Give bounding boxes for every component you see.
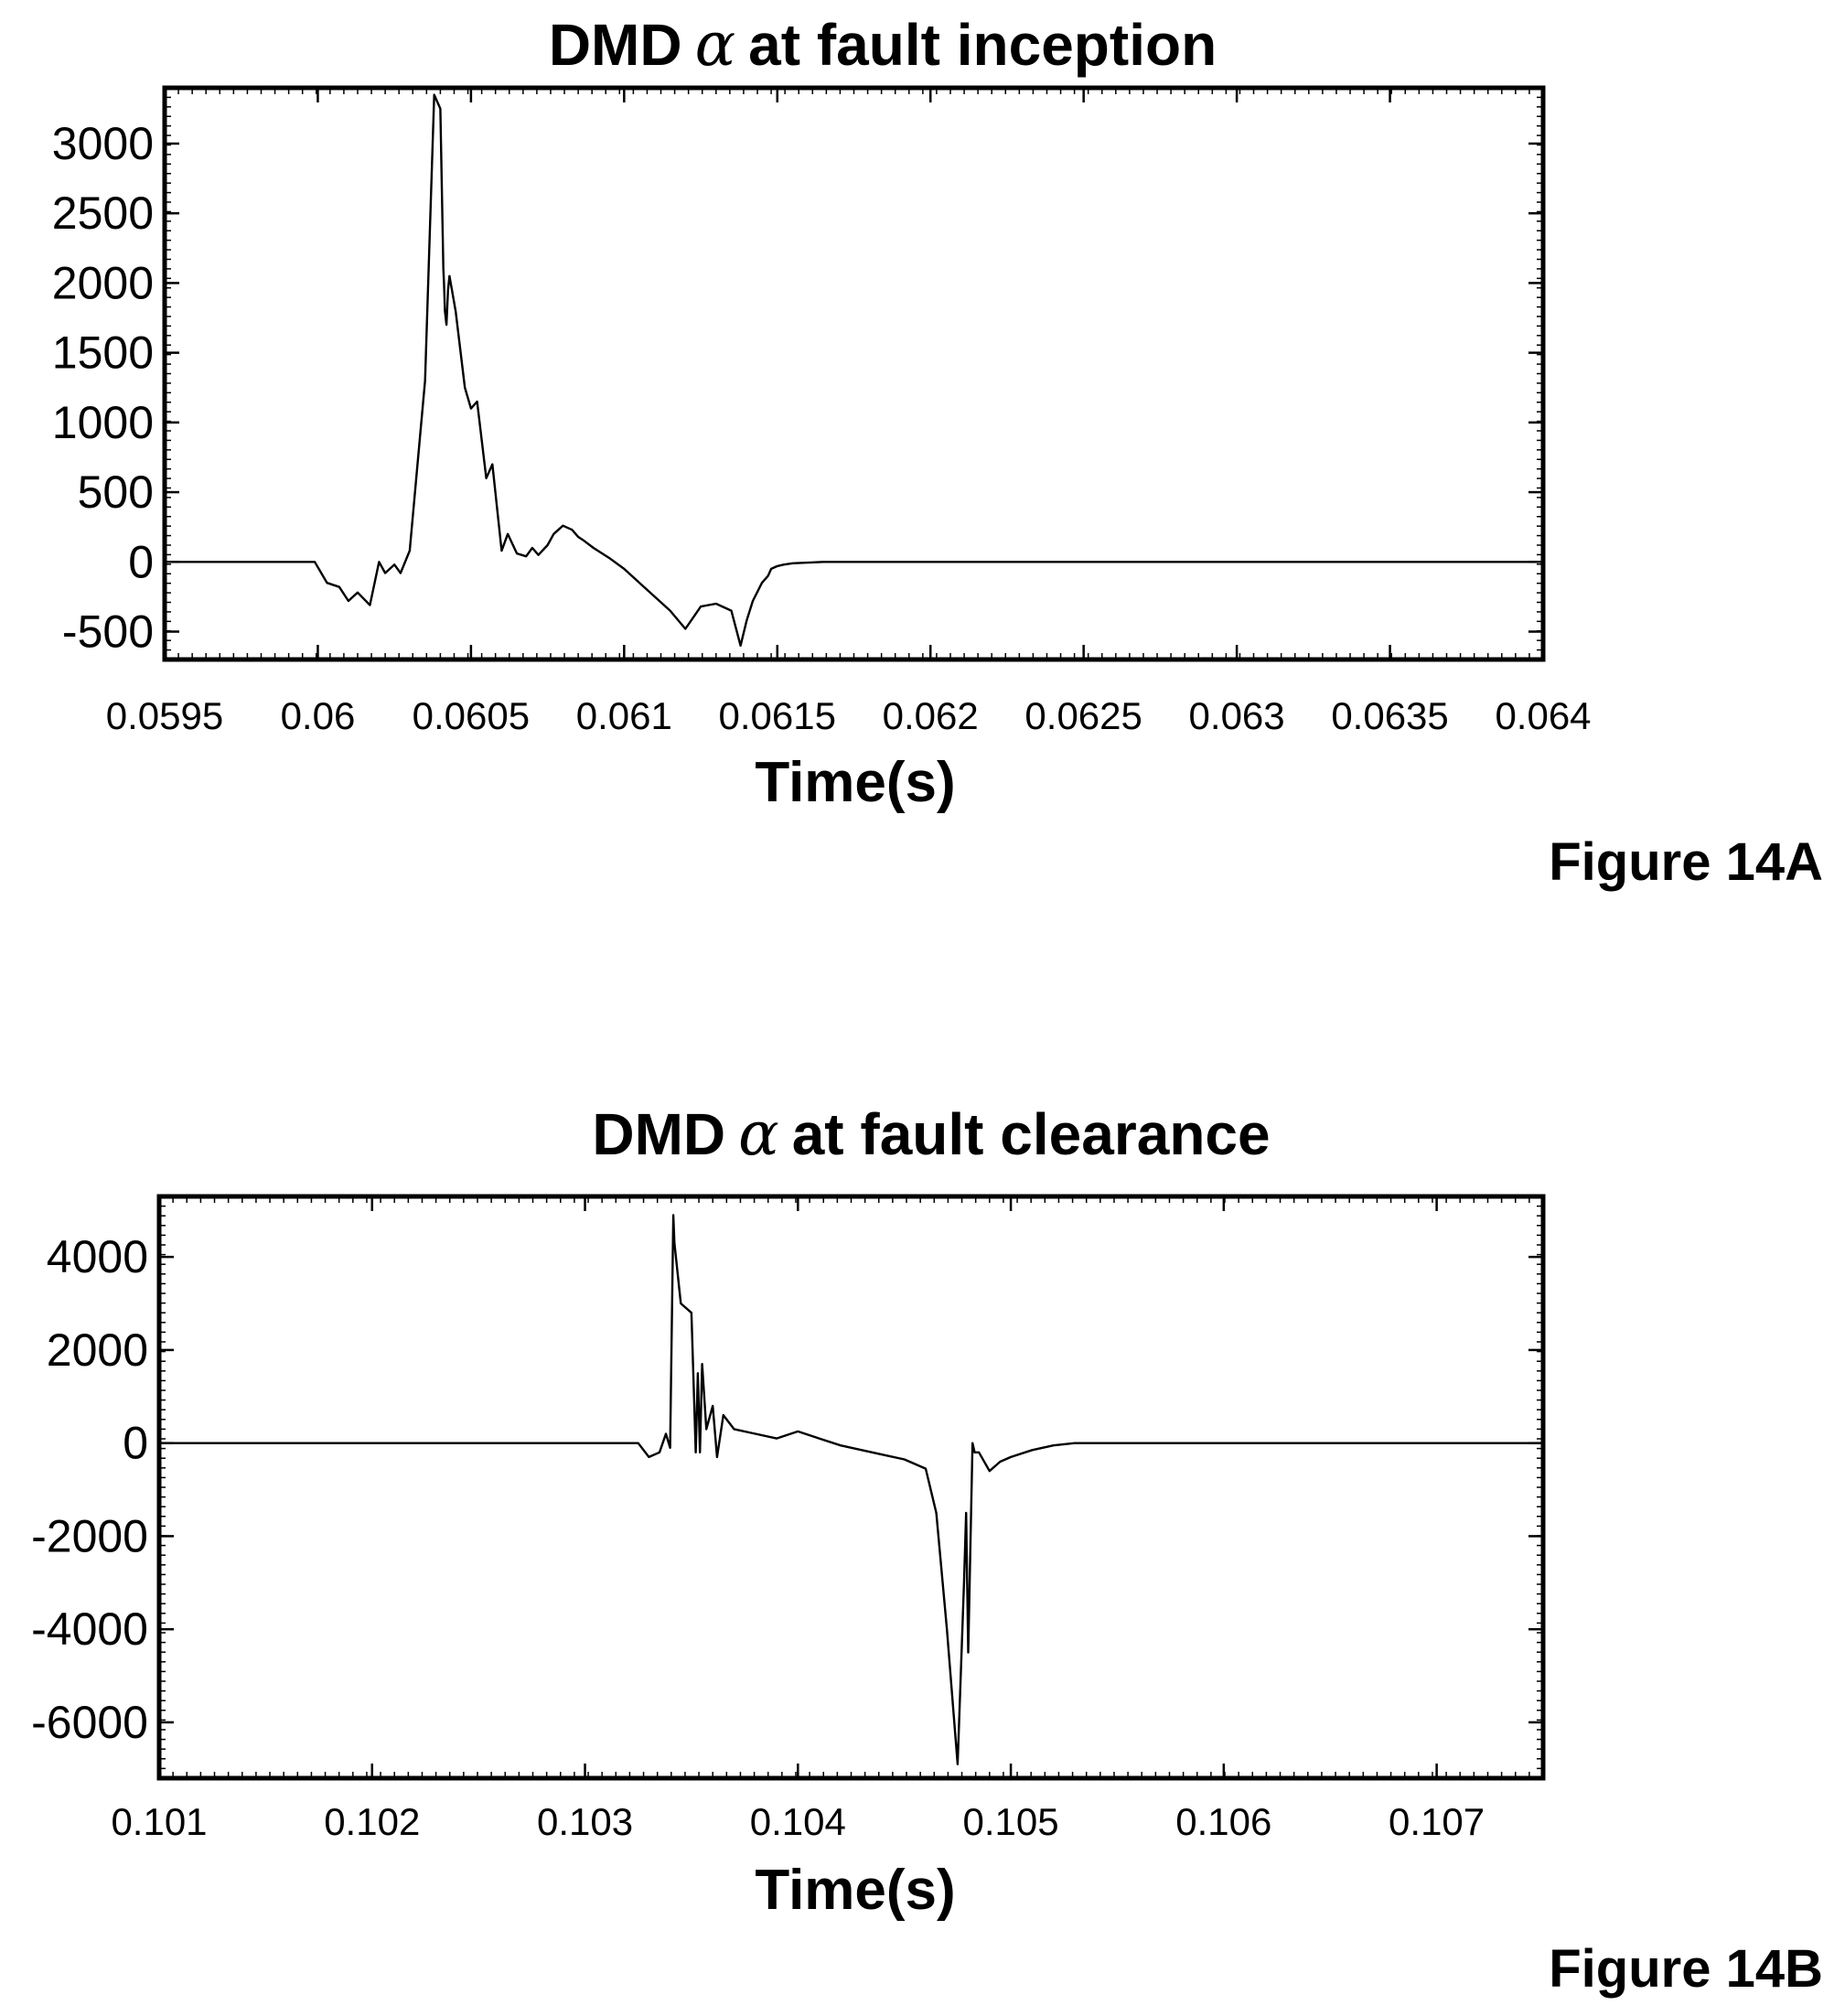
- chart-b-title-prefix: DMD: [592, 1101, 725, 1167]
- chart-a-title-prefix: DMD: [549, 12, 682, 78]
- chart-b-title: DMD α at fault clearance: [592, 1099, 1270, 1169]
- y-tick-label: 2000: [52, 257, 154, 308]
- x-tick-label: 0.102: [324, 1800, 420, 1843]
- chart-a-y-ticks: [165, 87, 1543, 660]
- chart-b: DMD α at fault clearance 0.101 0.102 0.103 0.…: [31, 1099, 1823, 1999]
- chart-a-title-suffix: at fault inception: [748, 12, 1217, 78]
- chart-a-y-tick-labels: -500 0 500 1000 1500 2000 2500 3000: [52, 118, 154, 658]
- chart-a-title-symbol: α: [695, 9, 736, 80]
- x-tick-label: 0.106: [1175, 1800, 1271, 1843]
- y-tick-label: -2000: [31, 1510, 148, 1561]
- x-tick-label: 0.061: [576, 694, 672, 737]
- chart-b-title-suffix: at fault clearance: [792, 1101, 1271, 1167]
- y-tick-label: 2000: [47, 1324, 148, 1376]
- y-tick-label: -4000: [31, 1603, 148, 1655]
- x-tick-label: 0.064: [1495, 694, 1591, 737]
- chart-a-x-axis-label: Time(s): [755, 751, 955, 814]
- chart-b-plot-frame: [156, 1194, 1546, 1781]
- y-tick-label: -6000: [31, 1697, 148, 1748]
- x-tick-label: 0.06: [281, 694, 356, 737]
- chart-a-plot-frame: [162, 85, 1546, 662]
- chart-b-title-symbol: α: [738, 1099, 779, 1169]
- y-tick-label: 0: [123, 1418, 148, 1469]
- chart-b-y-tick-labels: -6000 -4000 -2000 0 2000 4000: [31, 1231, 148, 1748]
- chart-b-series-line: [159, 1214, 1543, 1765]
- chart-a-x-tick-labels: 0.0595 0.06 0.0605 0.061 0.0615 0.062 0.0625 0.…: [106, 694, 1592, 737]
- chart-a: DMD α at fault inception 0.0595 0.06 0.0605 0…: [52, 9, 1823, 892]
- y-tick-label: 0: [128, 536, 154, 587]
- x-tick-label: 0.0635: [1331, 694, 1448, 737]
- y-tick-label: 500: [78, 466, 154, 518]
- x-tick-label: 0.0605: [413, 694, 530, 737]
- chart-b-x-tick-labels: 0.101 0.102 0.103 0.104 0.105 0.106 0.107: [111, 1800, 1485, 1843]
- x-tick-label: 0.0595: [106, 694, 223, 737]
- x-tick-label: 0.062: [883, 694, 979, 737]
- chart-b-x-ticks: [157, 1196, 1544, 1778]
- chart-a-x-ticks: [163, 88, 1545, 659]
- x-tick-label: 0.103: [537, 1800, 633, 1843]
- x-tick-label: 0.063: [1189, 694, 1285, 737]
- y-tick-label: 2500: [52, 188, 154, 239]
- x-tick-label: 0.104: [750, 1800, 846, 1843]
- chart-b-figure-label: Figure 14B: [1549, 1939, 1823, 1999]
- x-tick-label: 0.107: [1389, 1800, 1485, 1843]
- chart-a-title: DMD α at fault inception: [549, 9, 1217, 80]
- y-tick-label: 1500: [52, 327, 154, 379]
- y-tick-label: -500: [62, 606, 154, 658]
- chart-a-series-line: [165, 93, 1543, 647]
- x-tick-label: 0.101: [111, 1800, 207, 1843]
- x-tick-label: 0.0615: [719, 694, 836, 737]
- y-tick-label: 4000: [47, 1231, 148, 1282]
- y-tick-label: 3000: [52, 118, 154, 169]
- x-tick-label: 0.105: [963, 1800, 1059, 1843]
- y-tick-label: 1000: [52, 397, 154, 448]
- x-tick-label: 0.0625: [1024, 694, 1142, 737]
- chart-b-x-axis-label: Time(s): [755, 1859, 955, 1922]
- chart-a-figure-label: Figure 14A: [1549, 832, 1823, 892]
